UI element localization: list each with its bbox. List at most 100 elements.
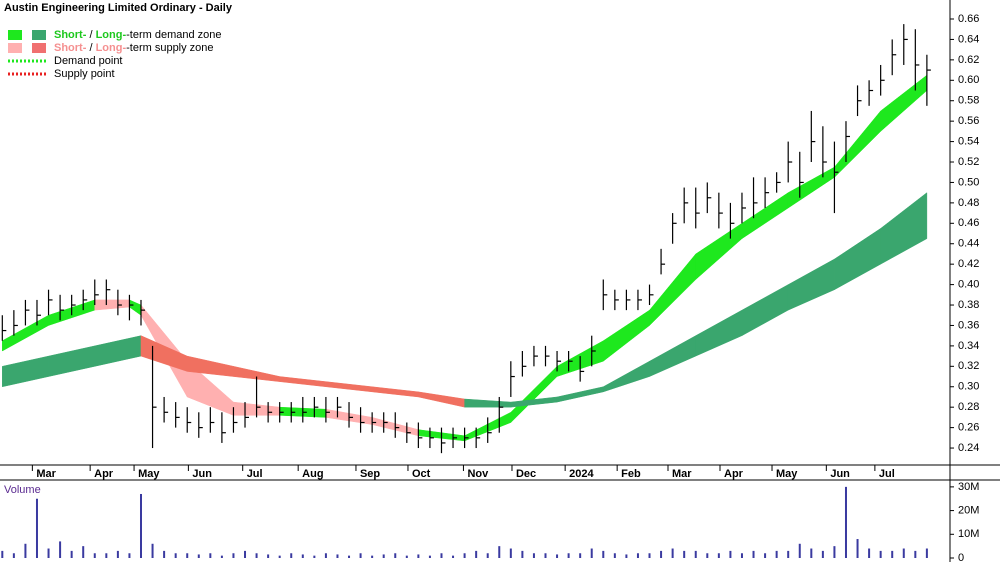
legend-swatch (8, 43, 22, 53)
volume-bar (556, 554, 559, 558)
volume-bar (532, 553, 535, 558)
y-tick-label: 0.28 (958, 401, 979, 413)
volume-bar (544, 553, 547, 558)
volume-bar (151, 543, 154, 558)
legend-text-part: Short- (54, 29, 87, 41)
x-tick-label: May (776, 468, 798, 480)
volume-bar (694, 550, 697, 558)
x-tick-label: Aug (302, 468, 323, 480)
x-tick-label: Jun (830, 468, 850, 480)
volume-bar (209, 553, 212, 558)
volume-bar (798, 543, 801, 558)
x-tick-label: Jul (247, 468, 263, 480)
y-tick-label: 0.60 (958, 74, 979, 86)
x-tick-label: Apr (94, 468, 114, 480)
volume-bar (186, 553, 189, 558)
x-tick-label: Sep (360, 468, 380, 480)
volume-bar (70, 550, 73, 558)
volume-bar (486, 553, 489, 558)
y-tick-label: 30M (958, 481, 979, 493)
y-tick-label: 10M (958, 528, 979, 540)
zone-segment (371, 386, 419, 398)
zone-segment (418, 391, 465, 408)
volume-bar (105, 553, 108, 558)
volume-bar (775, 550, 778, 558)
zone-segment (129, 299, 142, 316)
zone-segment (94, 335, 142, 367)
y-tick-label: 20M (958, 504, 979, 516)
y-tick-label: 0.40 (958, 279, 979, 291)
legend-text-part: / (86, 42, 95, 54)
legend-text-part: Long- (96, 29, 127, 41)
volume-bar (313, 555, 316, 558)
volume-bar (394, 553, 397, 558)
volume-bar (648, 553, 651, 558)
volume-bar (879, 550, 882, 558)
volume-bar (405, 555, 408, 558)
volume-bar (428, 555, 431, 558)
volume-bar (220, 555, 223, 558)
y-tick-label: 0.52 (958, 156, 979, 168)
x-tick-label: Mar (36, 468, 56, 480)
y-tick-label: 0.64 (958, 33, 979, 45)
zone-segment (603, 309, 650, 362)
y-tick-label: 0.38 (958, 299, 979, 311)
volume-bar (868, 548, 871, 558)
volume-bar (255, 553, 258, 558)
volume-bar (579, 553, 582, 558)
volume-bar (613, 553, 616, 558)
y-tick-label: 0.46 (958, 217, 979, 229)
volume-bar (278, 555, 281, 558)
y-tick-label: 0.36 (958, 319, 979, 331)
y-tick-label: 0.32 (958, 360, 979, 372)
volume-bar (475, 550, 478, 558)
zone-segment (695, 309, 743, 357)
volume-bar (163, 550, 166, 558)
volume-bar (440, 553, 443, 558)
legend-swatch (32, 43, 46, 53)
volume-bar (764, 553, 767, 558)
x-tick-label: 2024 (569, 468, 594, 480)
legend-label: Short- / Long--term supply zone (54, 42, 214, 54)
volume-bar (116, 550, 119, 558)
volume-bar (174, 553, 177, 558)
zone-segment (880, 192, 928, 265)
volume-bar (636, 553, 639, 558)
volume-bar (891, 550, 894, 558)
x-tick-label: Mar (672, 468, 692, 480)
legend-text-part: Long- (96, 42, 127, 54)
legend-text-part: Short- (54, 42, 87, 54)
volume-bar (902, 548, 905, 558)
volume-bar (590, 548, 593, 558)
x-tick-label: Jun (192, 468, 212, 480)
volume-bar (336, 554, 339, 558)
volume-bar (787, 550, 790, 558)
volume-bar (463, 553, 466, 558)
volume-bar (521, 550, 524, 558)
volume-bar (93, 553, 96, 558)
volume-bar (47, 548, 50, 558)
y-tick-label: 0.42 (958, 258, 979, 270)
volume-bar (498, 546, 501, 558)
volume-bar (417, 554, 420, 558)
x-tick-label: Oct (412, 468, 431, 480)
volume-bar (602, 550, 605, 558)
volume-bar (371, 555, 374, 558)
y-tick-label: 0.62 (958, 54, 979, 66)
volume-bar (82, 546, 85, 558)
volume-bar (625, 554, 628, 558)
y-tick-label: 0.24 (958, 442, 979, 454)
legend-text-part: / (86, 29, 95, 41)
legend-swatch (8, 30, 22, 40)
x-tick-label: Feb (621, 468, 641, 480)
volume-bar (671, 548, 674, 558)
zone-segment (695, 222, 743, 281)
volume-bar (197, 554, 200, 558)
volume-bar (267, 554, 270, 558)
volume-bar (717, 553, 720, 558)
volume-bar (925, 548, 928, 558)
zone-segment (649, 253, 696, 327)
volume-bar (35, 498, 38, 558)
